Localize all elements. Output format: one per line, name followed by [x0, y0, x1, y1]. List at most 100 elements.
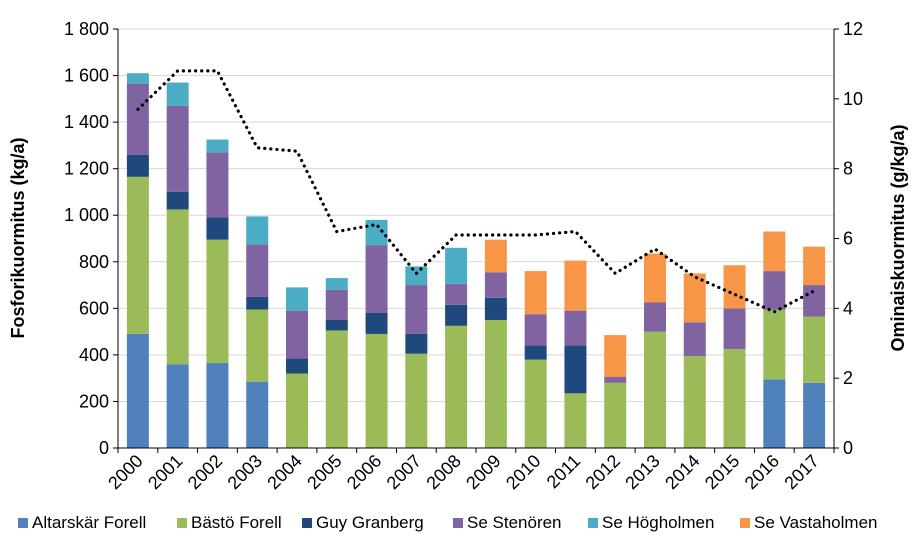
x-tick-label: 2009 [462, 451, 504, 493]
bar-b-st-forell-2001 [166, 209, 189, 365]
bar-b-st-forell-2007 [405, 353, 428, 448]
bar-se-sten-ren-2008 [445, 283, 468, 305]
bar-guy-granberg-2011 [564, 345, 587, 394]
specific-load-line [136, 69, 816, 314]
bar-b-st-forell-2008 [445, 325, 468, 448]
legend-label-se-h-gholmen: Se Högholmen [602, 513, 714, 532]
bar-b-st-forell-2017 [803, 316, 826, 383]
bar-se-sten-ren-2012 [604, 377, 627, 383]
x-tick-label: 2010 [502, 451, 544, 493]
bar-se-sten-ren-2014 [683, 322, 706, 357]
bar-b-st-forell-2000 [126, 176, 149, 334]
y-tick-label: 800 [79, 252, 109, 272]
bar-b-st-forell-2011 [564, 393, 587, 448]
x-tick-label: 2003 [224, 451, 266, 493]
x-tick-label: 2008 [422, 451, 464, 493]
legend-swatch-altarsk-r-forell [18, 518, 28, 528]
bar-b-st-forell-2009 [484, 319, 507, 448]
bar-se-sten-ren-2000 [126, 83, 149, 155]
y2-tick-label: 6 [843, 229, 853, 249]
bar-altarsk-r-forell-2003 [246, 381, 269, 448]
legend-label-se-vastaholmen: Se Vastaholmen [754, 513, 877, 532]
y2-tick-label: 12 [843, 19, 863, 39]
bar-guy-granberg-2001 [166, 191, 189, 210]
bar-guy-granberg-2006 [365, 312, 388, 334]
bar-guy-granberg-2008 [445, 304, 468, 326]
bar-b-st-forell-2010 [524, 359, 547, 448]
legend-swatch-b-st-forell [177, 518, 187, 528]
bar-se-vastaholmen-2010 [524, 271, 547, 315]
bar-altarsk-r-forell-2000 [126, 333, 149, 448]
legend-swatch-se-h-gholmen [588, 518, 598, 528]
bar-se-sten-ren-2011 [564, 310, 587, 346]
bar-se-h-gholmen-2003 [246, 216, 269, 245]
x-tick-label: 2000 [104, 451, 146, 493]
bar-guy-granberg-2004 [286, 358, 308, 374]
x-axis-ticks: 2000200120022003200420052006200720082009… [104, 448, 835, 493]
bar-b-st-forell-2003 [246, 309, 269, 382]
legend-swatch-se-sten-ren [453, 518, 463, 528]
bar-se-sten-ren-2005 [325, 289, 348, 320]
y2-tick-label: 4 [843, 298, 853, 318]
x-tick-label: 2016 [741, 451, 783, 493]
x-tick-label: 2012 [582, 451, 624, 493]
x-tick-label: 2006 [343, 451, 385, 493]
bars [126, 73, 826, 448]
bar-se-sten-ren-2007 [405, 285, 428, 334]
y-tick-label: 600 [79, 298, 109, 318]
x-tick-label: 2017 [780, 451, 822, 493]
bar-guy-granberg-2000 [126, 154, 149, 177]
x-tick-label: 2011 [543, 451, 585, 493]
bar-se-sten-ren-2009 [484, 272, 507, 298]
y2-tick-label: 10 [843, 89, 863, 109]
bar-se-sten-ren-2017 [803, 285, 826, 317]
bar-se-sten-ren-2006 [365, 245, 388, 313]
bar-se-vastaholmen-2012 [604, 335, 627, 378]
y-tick-label: 0 [99, 438, 109, 458]
x-tick-label: 2005 [303, 451, 345, 493]
bar-guy-granberg-2007 [405, 333, 428, 354]
bar-b-st-forell-2012 [604, 382, 627, 448]
y2-tick-label: 0 [843, 438, 853, 458]
bar-se-h-gholmen-2002 [206, 139, 229, 153]
y-tick-label: 200 [79, 391, 109, 411]
y-axis-ticks: 0 200 400 600 800 1 000 1 200 1 400 1 600 1 800 [64, 19, 118, 458]
legend: Altarskär Forell Bästö Forell Guy Granberg… [18, 513, 877, 532]
y2-tick-label: 8 [843, 159, 853, 179]
y-axis-title: Fosforikuormitus (kg/a) [8, 137, 28, 338]
bar-guy-granberg-2009 [484, 297, 507, 320]
bar-b-st-forell-2016 [763, 309, 786, 380]
bar-b-st-forell-2015 [723, 349, 746, 448]
bar-se-sten-ren-2015 [723, 308, 746, 350]
bar-se-h-gholmen-2004 [286, 287, 308, 311]
y-tick-label: 1 000 [64, 205, 109, 225]
y-tick-label: 400 [79, 345, 109, 365]
y-tick-label: 1 600 [64, 66, 109, 86]
y2-axis-ticks: 0 2 4 6 8 10 12 [834, 19, 863, 458]
bar-b-st-forell-2005 [325, 330, 348, 448]
y2-axis-title: Ominaiskuormitus (g/kg/a) [888, 124, 908, 351]
legend-swatch-guy-granberg [302, 518, 312, 528]
legend-swatch-se-vastaholmen [740, 518, 750, 528]
bar-se-vastaholmen-2013 [644, 253, 666, 303]
bar-altarsk-r-forell-2017 [803, 382, 826, 448]
x-tick-label: 2001 [144, 451, 186, 493]
bar-se-vastaholmen-2011 [564, 260, 587, 311]
x-tick-label: 2013 [621, 451, 663, 493]
x-tick-label: 2002 [184, 451, 226, 493]
bar-b-st-forell-2014 [683, 356, 706, 448]
bar-se-h-gholmen-2006 [365, 219, 388, 246]
y2-tick-label: 2 [843, 368, 853, 388]
bar-b-st-forell-2002 [206, 239, 229, 364]
bar-guy-granberg-2010 [524, 345, 547, 360]
bar-b-st-forell-2013 [644, 331, 666, 448]
bar-b-st-forell-2004 [286, 373, 308, 448]
bar-se-h-gholmen-2007 [405, 266, 428, 286]
bar-se-h-gholmen-2008 [445, 247, 468, 284]
bar-altarsk-r-forell-2002 [206, 363, 229, 448]
bar-altarsk-r-forell-2016 [763, 379, 786, 448]
bar-se-sten-ren-2003 [246, 244, 269, 297]
bar-se-sten-ren-2004 [286, 310, 308, 359]
bar-se-h-gholmen-2001 [166, 82, 189, 106]
